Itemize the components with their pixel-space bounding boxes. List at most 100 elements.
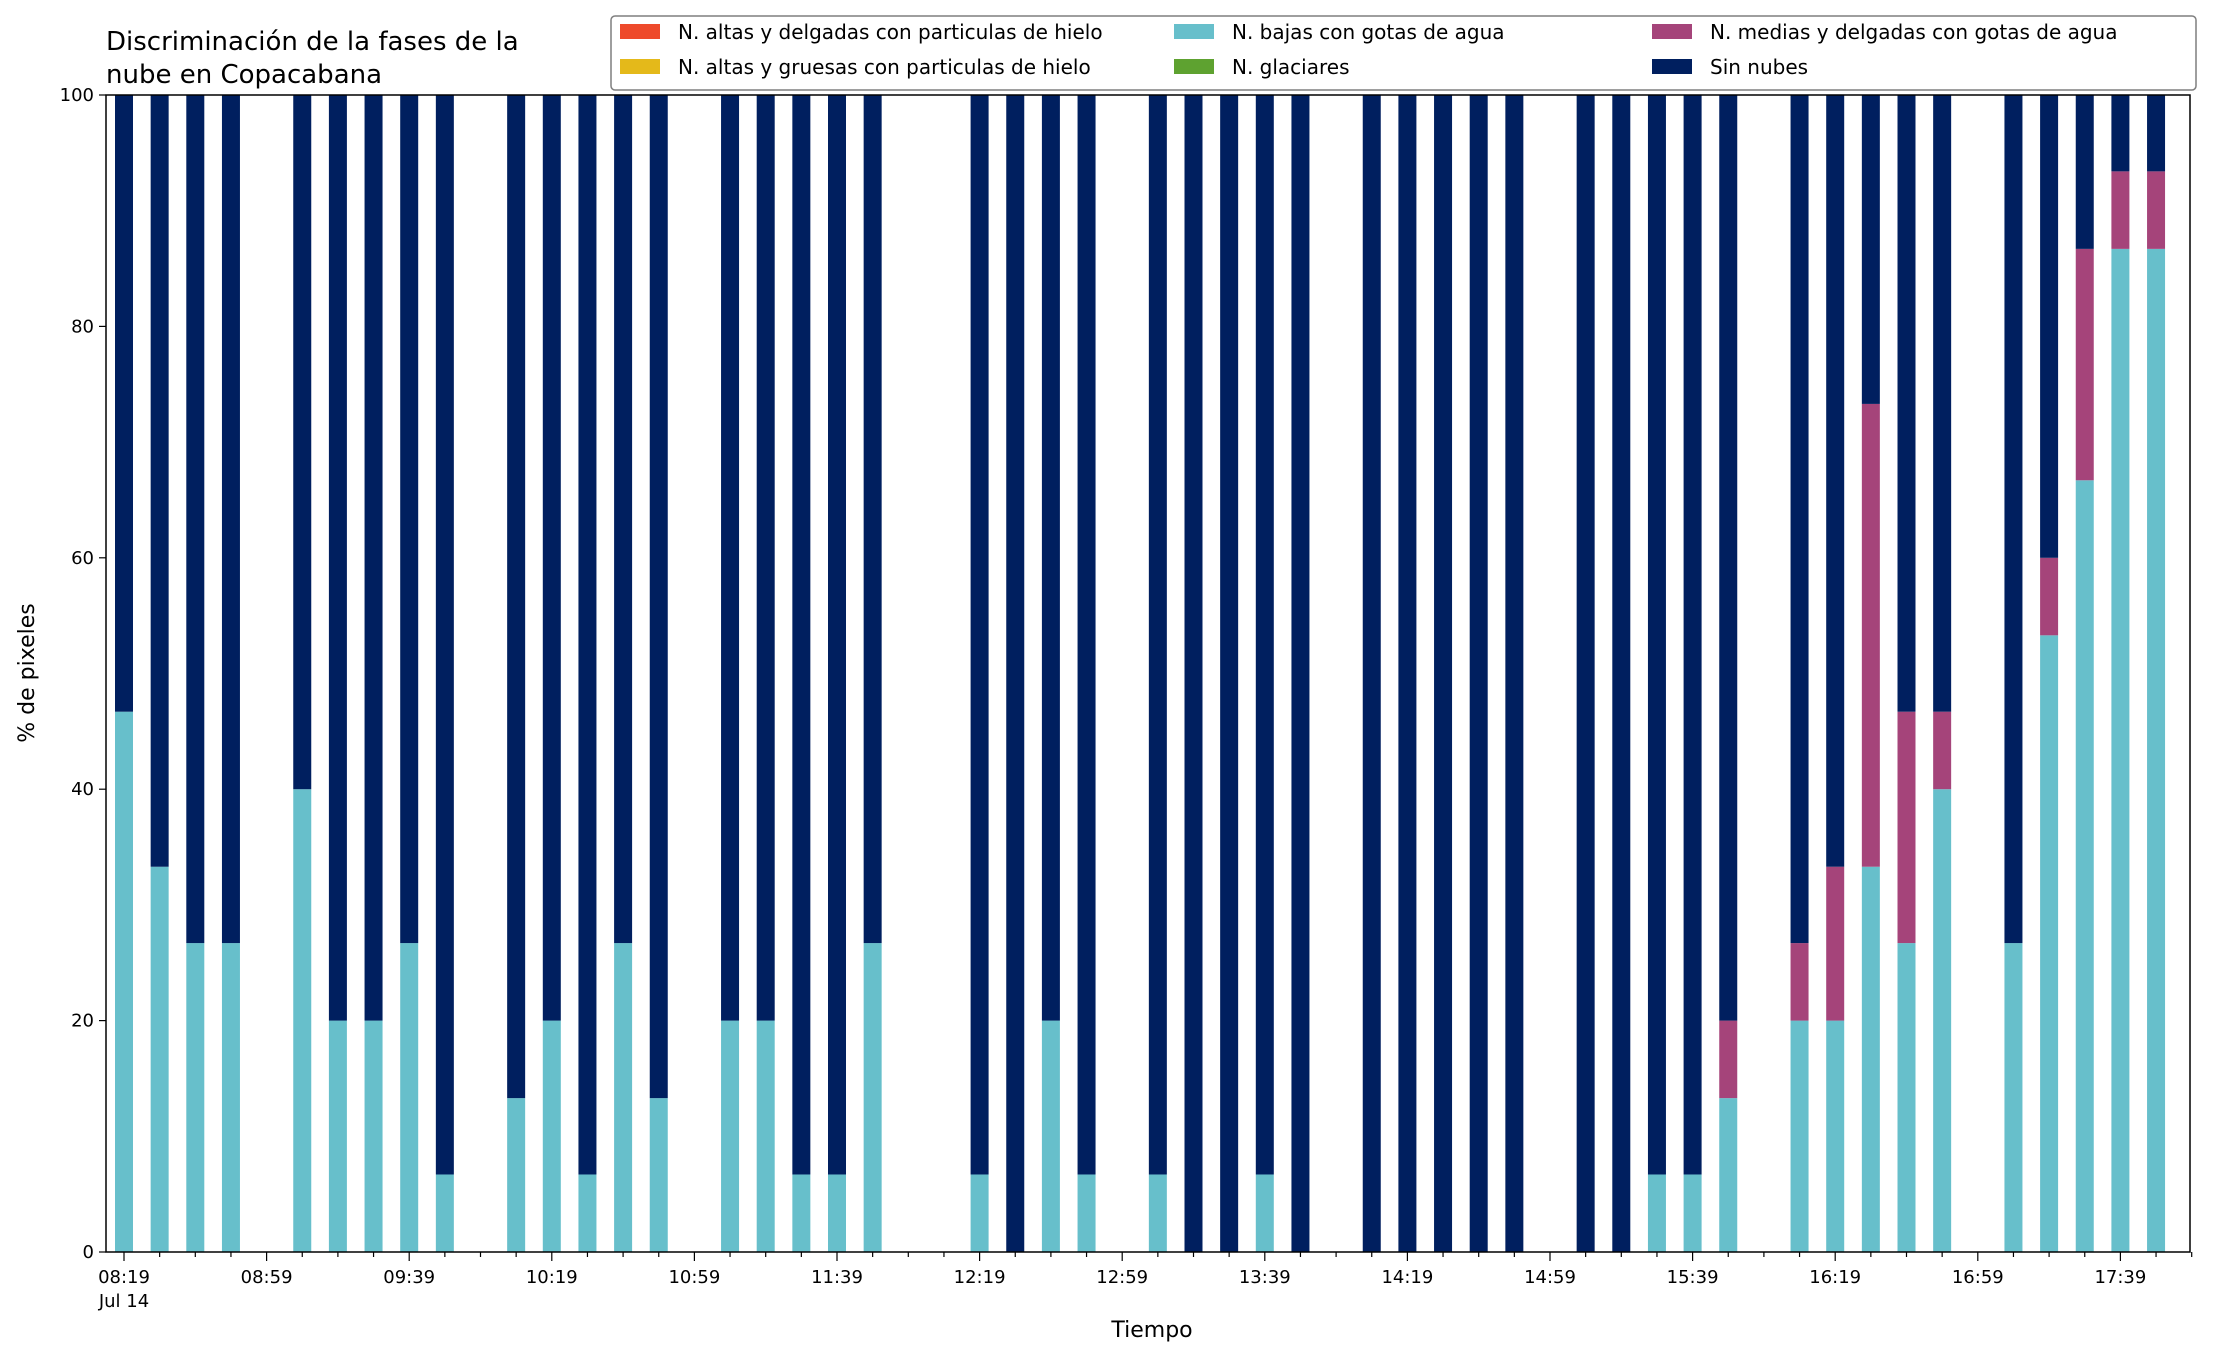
bar-low-clouds-1219 xyxy=(970,1174,989,1252)
bar-clear-sky-1449 xyxy=(1505,95,1524,1252)
legend-label-n-glaciares: N. glaciares xyxy=(1232,55,1350,79)
x-tick-label: 09:39 xyxy=(383,1267,435,1288)
bar-mid-clouds-1629 xyxy=(1861,403,1880,867)
x-tick-label: 11:39 xyxy=(811,1267,863,1288)
legend-swatch-n-bajas-con-gotas-de-agua xyxy=(1174,24,1214,39)
bar-low-clouds-1649 xyxy=(1933,789,1952,1252)
y-tick-label: 80 xyxy=(71,316,94,337)
x-axis-ticks: 08:19 08:59 09:39 10:19 10:59 11:39 12:19 12:59… xyxy=(98,1252,2193,1312)
x-tick-date-label: Jul 14 xyxy=(98,1291,149,1312)
bar-clear-sky-0839 xyxy=(186,95,205,944)
bar-mid-clouds-1729 xyxy=(2075,248,2094,481)
bar-clear-sky-1249 xyxy=(1077,95,1096,1175)
y-tick-label: 100 xyxy=(60,85,94,106)
bar-clear-sky-1639 xyxy=(1897,95,1916,712)
x-tick-label: 14:59 xyxy=(1524,1267,1576,1288)
legend-swatch-n-glaciares xyxy=(1174,59,1214,74)
bar-clear-sky-1339 xyxy=(1255,95,1274,1175)
bar-low-clouds-1249 xyxy=(1077,1174,1096,1252)
bar-mid-clouds-1549 xyxy=(1719,1020,1738,1099)
x-tick-label: 15:39 xyxy=(1667,1267,1719,1288)
bar-low-clouds-1239 xyxy=(1041,1020,1060,1252)
bar-low-clouds-1749 xyxy=(2147,248,2166,1253)
y-axis-ticks: 0 20 40 60 80 100 xyxy=(60,85,106,1263)
x-tick-label: 16:19 xyxy=(1809,1267,1861,1288)
x-tick-label: 14:19 xyxy=(1381,1267,1433,1288)
bar-low-clouds-1719 xyxy=(2040,635,2059,1252)
bar-mid-clouds-1719 xyxy=(2040,557,2059,636)
bar-low-clouds-1609 xyxy=(1790,1020,1809,1252)
bar-stacks xyxy=(115,95,2166,1253)
bar-clear-sky-1739 xyxy=(2111,95,2130,172)
bar-clear-sky-1029 xyxy=(578,95,597,1175)
x-tick-label: 13:39 xyxy=(1239,1267,1291,1288)
bar-clear-sky-1039 xyxy=(614,95,633,944)
bar-clear-sky-1419 xyxy=(1398,95,1417,1252)
bar-clear-sky-1229 xyxy=(1006,95,1025,1252)
bar-clear-sky-1009 xyxy=(507,95,526,1099)
bar-clear-sky-1719 xyxy=(2040,95,2059,558)
legend-swatch-n-medias-y-delgadas-con-gotas-de-agua xyxy=(1652,24,1692,39)
bar-clear-sky-0819 xyxy=(115,95,133,712)
legend-label-n-altas-y-delgadas-con-particulas-de-hielo: N. altas y delgadas con particulas de hi… xyxy=(678,20,1103,44)
bar-low-clouds-1739 xyxy=(2111,248,2130,1253)
bar-clear-sky-1529 xyxy=(1647,95,1666,1175)
bar-clear-sky-1439 xyxy=(1469,95,1488,1252)
legend-swatch-n-altas-y-gruesas-con-particulas-de-hielo xyxy=(620,59,660,74)
bar-clear-sky-0849 xyxy=(221,95,240,944)
legend-label-n-bajas-con-gotas-de-agua: N. bajas con gotas de agua xyxy=(1232,20,1505,44)
legend-label-n-altas-y-gruesas-con-particulas-de-hielo: N. altas y gruesas con particulas de hie… xyxy=(678,55,1091,79)
bar-low-clouds-1149 xyxy=(863,943,882,1252)
bar-clear-sky-1149 xyxy=(863,95,882,944)
bar-low-clouds-1309 xyxy=(1148,1174,1167,1252)
y-tick-label: 0 xyxy=(83,1242,94,1263)
legend-swatch-n-altas-y-delgadas-con-particulas-de-hielo xyxy=(620,24,660,39)
bar-low-clouds-1139 xyxy=(828,1174,846,1252)
bar-clear-sky-1409 xyxy=(1362,95,1381,1252)
plot-frame xyxy=(105,94,2191,1253)
bar-clear-sky-1019 xyxy=(542,95,561,1021)
bar-clear-sky-1629 xyxy=(1861,95,1880,404)
legend-swatch-sin-nubes xyxy=(1652,59,1692,74)
y-axis-label: % de pixeles xyxy=(15,603,40,742)
x-tick-label: 16:59 xyxy=(1952,1267,2004,1288)
legend: N. altas y delgadas con particulas de hi… xyxy=(610,15,2197,91)
bar-clear-sky-1729 xyxy=(2075,95,2094,249)
bar-clear-sky-1329 xyxy=(1220,95,1239,1252)
bar-clear-sky-1129 xyxy=(792,95,811,1175)
bar-clear-sky-1319 xyxy=(1184,95,1203,1252)
bar-clear-sky-0939 xyxy=(400,95,419,944)
bar-low-clouds-1619 xyxy=(1826,1020,1845,1252)
bar-clear-sky-1309 xyxy=(1148,95,1167,1175)
bar-clear-sky-1609 xyxy=(1790,95,1809,944)
bar-low-clouds-1029 xyxy=(578,1174,597,1252)
bar-clear-sky-1509 xyxy=(1576,95,1595,1252)
bar-mid-clouds-1649 xyxy=(1933,711,1952,790)
bar-low-clouds-1119 xyxy=(756,1020,775,1252)
bar-clear-sky-1749 xyxy=(2147,95,2166,172)
bar-low-clouds-1039 xyxy=(614,943,633,1252)
bar-clear-sky-1219 xyxy=(970,95,989,1175)
bar-clear-sky-0949 xyxy=(435,95,454,1175)
bar-clear-sky-1549 xyxy=(1719,95,1738,1021)
y-tick-label: 40 xyxy=(71,779,94,800)
x-tick-label: 10:59 xyxy=(668,1267,720,1288)
bar-low-clouds-1109 xyxy=(721,1020,740,1252)
bar-low-clouds-0909 xyxy=(293,789,312,1252)
bar-clear-sky-1239 xyxy=(1041,95,1060,1021)
bar-low-clouds-0929 xyxy=(364,1020,383,1252)
bar-low-clouds-1729 xyxy=(2075,480,2094,1252)
bar-mid-clouds-1619 xyxy=(1826,866,1845,1021)
bar-low-clouds-1709 xyxy=(2004,943,2023,1252)
x-tick-label: 17:39 xyxy=(2094,1267,2146,1288)
bar-mid-clouds-1749 xyxy=(2147,171,2166,249)
chart-title-line-1: Discriminación de la fases de la xyxy=(106,27,519,57)
bar-low-clouds-1049 xyxy=(649,1098,668,1252)
bar-clear-sky-0909 xyxy=(293,95,312,790)
bar-low-clouds-0829 xyxy=(150,866,169,1252)
bar-clear-sky-1109 xyxy=(721,95,740,1021)
y-tick-label: 60 xyxy=(71,548,94,569)
bar-clear-sky-1539 xyxy=(1683,95,1702,1175)
bar-clear-sky-1619 xyxy=(1826,95,1845,867)
